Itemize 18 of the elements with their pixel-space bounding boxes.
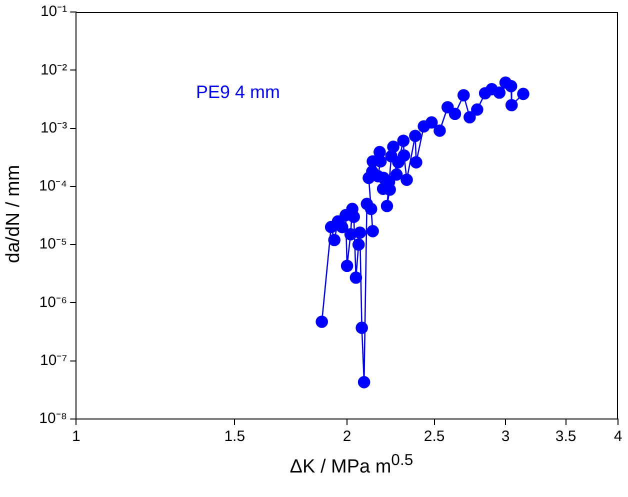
x-tick-label: 2 xyxy=(342,428,352,446)
x-tick-label: 4 xyxy=(614,428,622,446)
y-tick-label: 10⁻² xyxy=(40,61,68,78)
annotation: PE9 4 mm xyxy=(196,82,280,103)
y-tick-label: 10⁻⁶ xyxy=(39,294,68,311)
y-tick-label: 10⁻⁵ xyxy=(39,236,68,253)
x-tick-label: 3 xyxy=(501,428,510,446)
y-tick-label: 10⁻⁸ xyxy=(39,410,68,428)
y-tick-label: 10⁻⁴ xyxy=(38,178,68,195)
y-tick-label: 10⁻³ xyxy=(40,119,68,136)
x-tick-label: 1 xyxy=(72,428,80,446)
x-tick-label: 2.5 xyxy=(424,428,445,446)
y-axis-title: da/dN / mm xyxy=(3,164,25,266)
y-tick-label: 10⁻⁷ xyxy=(40,352,68,369)
x-axis-title: ΔK / MPa m$^{0.5}$ xyxy=(288,452,414,478)
x-tick-label: 3.5 xyxy=(555,428,576,446)
x-tick-label: 1.5 xyxy=(224,428,246,446)
y-tick-label: 10⁻¹ xyxy=(40,3,68,20)
